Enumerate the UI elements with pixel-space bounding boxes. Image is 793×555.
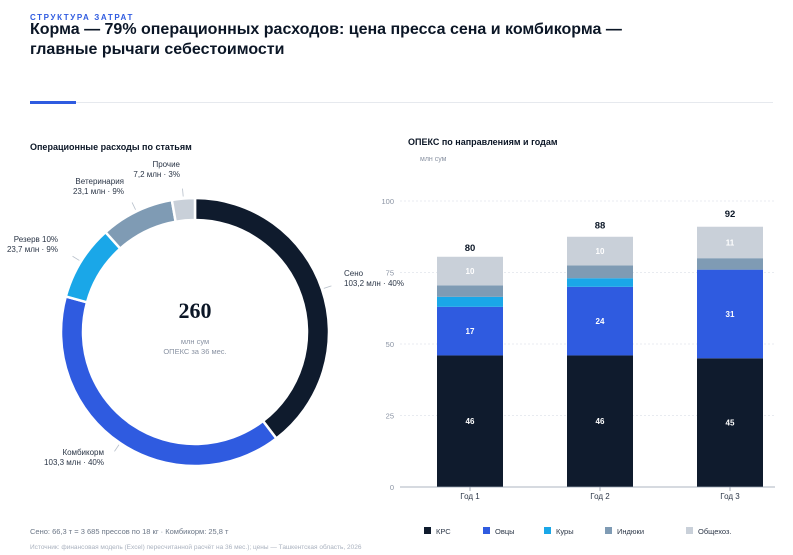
legend-label: Общехоз.: [698, 527, 732, 536]
bar-total-label: 80: [465, 243, 476, 254]
title-accent-line: [30, 101, 76, 104]
bar-data-label: 10: [466, 267, 475, 276]
bar-chart-unit-label: млн сум: [420, 156, 447, 163]
bar-segment-2: [567, 286, 633, 356]
bar-data-label: 45: [726, 419, 735, 428]
legend-swatch: [483, 527, 490, 534]
bar-segment-5: [697, 226, 763, 259]
donut-slice-label: Ветеринария: [75, 177, 124, 186]
bar-segment-5: [567, 236, 633, 266]
legend-swatch: [544, 527, 551, 534]
donut-center-unit: млн сум: [181, 337, 209, 346]
bar-segment-5: [437, 256, 503, 286]
legend-label: КРС: [436, 527, 451, 536]
donut-slice-sublabel: 23,1 млн · 9%: [73, 187, 124, 196]
donut-slice-5: [170, 196, 197, 224]
donut-slice-label: Резерв 10%: [14, 235, 58, 244]
bar-segment-2: [437, 306, 503, 356]
bar-chart-title: ОПЕКС по направлениям и годам: [408, 137, 558, 147]
bar-segment-4: [567, 265, 633, 279]
bar-data-label: 24: [596, 317, 605, 326]
footer-source: Источник: финансовая модель (Excel) пере…: [30, 544, 362, 551]
bar-segment-1: [437, 355, 503, 487]
donut-slice-2: [59, 294, 279, 468]
legend-swatch: [605, 527, 612, 534]
page-title: Корма — 79% операционных расходов: цена …: [30, 21, 622, 58]
donut-chart-title: Операционные расходы по статьям: [30, 142, 192, 152]
donut-slice-sublabel: 7,2 млн · 3%: [133, 170, 180, 179]
y-tick-label: 0: [390, 483, 394, 492]
donut-slice-3: [64, 230, 123, 304]
donut-center-caption: ОПЕКС за 36 мес.: [163, 347, 226, 356]
donut-slice-1: [193, 196, 331, 441]
bar-segment-1: [567, 355, 633, 487]
bar-data-label: 46: [596, 417, 605, 426]
donut-slice-label: Прочие: [152, 160, 180, 169]
donut-leader-line: [72, 255, 80, 261]
y-tick-label: 50: [386, 340, 394, 349]
donut-slice-sublabel: 103,3 млн · 40%: [44, 458, 104, 467]
y-tick-label: 25: [386, 412, 394, 421]
donut-slice-label: Сено: [344, 269, 364, 278]
y-tick-label: 75: [386, 269, 394, 278]
bar-data-label: 11: [726, 238, 735, 247]
legend-swatch: [686, 527, 693, 534]
donut-slice-sublabel: 23,7 млн · 9%: [7, 245, 58, 254]
bar-data-label: 31: [726, 310, 735, 319]
donut-center-value: 260: [179, 298, 212, 323]
x-tick-label: Год 1: [460, 492, 480, 501]
bar-data-label: 17: [466, 327, 475, 336]
bar-segment-4: [697, 258, 763, 270]
bar-data-label: 46: [466, 417, 475, 426]
bar-segment-3: [437, 296, 503, 307]
section-eyebrow: СТРУКТУРА ЗАТРАТ: [30, 13, 135, 22]
legend-label: Куры: [556, 527, 574, 536]
donut-leader-line: [182, 188, 184, 197]
donut-slice-sublabel: 103,2 млн · 40%: [344, 279, 404, 288]
legend-label: Овцы: [495, 527, 515, 536]
bar-total-label: 88: [595, 220, 606, 231]
bar-segment-4: [437, 285, 503, 297]
donut-slice-label: Комбикорм: [62, 448, 104, 457]
x-tick-label: Год 3: [720, 492, 740, 501]
legend-label: Индюки: [617, 527, 644, 536]
legend-swatch: [424, 527, 431, 534]
y-tick-label: 100: [381, 197, 394, 206]
donut-leader-line: [323, 285, 332, 289]
bar-segment-2: [697, 269, 763, 359]
bar-data-label: 10: [596, 247, 605, 256]
bar-segment-3: [567, 278, 633, 287]
footer-note: Сено: 66,3 т = 3 685 прессов по 18 кг · …: [30, 527, 229, 536]
bar-total-label: 92: [725, 209, 736, 220]
donut-leader-line: [114, 444, 120, 452]
x-tick-label: Год 2: [590, 492, 610, 501]
donut-leader-line: [131, 202, 136, 210]
donut-slice-4: [103, 198, 178, 251]
title-divider: [76, 102, 773, 103]
bar-segment-1: [697, 358, 763, 487]
